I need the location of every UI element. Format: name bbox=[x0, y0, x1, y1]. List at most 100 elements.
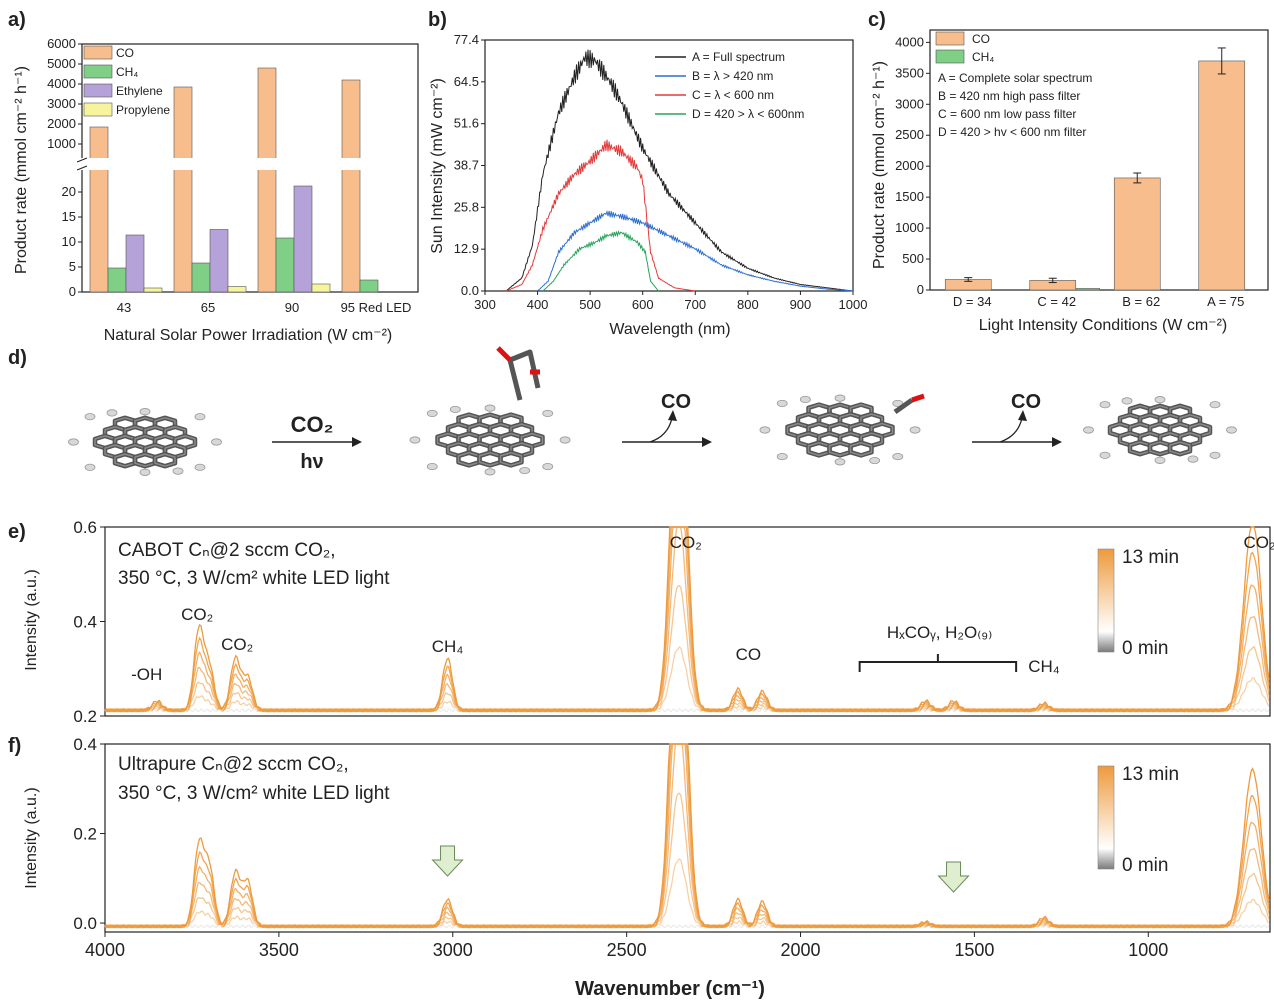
hydrogen-atom bbox=[1099, 401, 1111, 409]
hydrogen-atom bbox=[1154, 396, 1166, 404]
co-release-1: CO bbox=[661, 391, 691, 413]
hydrogen-atom bbox=[484, 404, 496, 412]
hv-label: hν bbox=[300, 451, 323, 473]
hydrogen-atom bbox=[799, 395, 811, 404]
peak-annotation: CH₄ bbox=[1028, 657, 1060, 676]
legend-swatch-CO bbox=[935, 31, 965, 46]
bar-co-43 bbox=[89, 126, 109, 293]
arrowhead-3-icon bbox=[1052, 437, 1062, 447]
panel-e-ytick: 0.2 bbox=[73, 707, 97, 726]
peak-annotation: CO₂ bbox=[1244, 533, 1274, 552]
break-mark bbox=[76, 165, 88, 171]
panel-a-ytick-lower: 10 bbox=[62, 234, 76, 249]
carbon-ring-highlight bbox=[849, 441, 873, 457]
legend-label: C = λ < 600 nm bbox=[692, 88, 774, 102]
reaction-scheme: CO₂ hν CO CO bbox=[68, 346, 1237, 476]
panel-c-ytick: 0 bbox=[917, 282, 924, 297]
hydrogen-atom bbox=[759, 426, 771, 434]
bar-CH₄-43 bbox=[107, 267, 127, 293]
panel-c-ytick: 3500 bbox=[895, 65, 924, 80]
panel-b-xtick: 600 bbox=[632, 297, 654, 312]
panel-b-frame bbox=[484, 39, 854, 292]
panel-a-xlabel: Natural Solar Power Irradiation (W cm⁻²) bbox=[104, 327, 393, 344]
bar-ch4-C = 42 bbox=[1075, 288, 1101, 291]
oxygen-bond bbox=[496, 346, 512, 362]
panel-c-ytick: 1000 bbox=[895, 220, 924, 235]
legend-swatch-Ethylene bbox=[83, 83, 113, 98]
hydrogen-atom bbox=[1226, 426, 1237, 434]
legend-label: Propylene bbox=[116, 103, 170, 117]
hydrogen-atom bbox=[1083, 426, 1094, 434]
panel-f-xtick: 4000 bbox=[85, 940, 125, 960]
panel-c-ytick: 500 bbox=[902, 251, 924, 266]
graphene-flake-4 bbox=[1083, 396, 1237, 464]
hydrogen-atom bbox=[1121, 397, 1133, 405]
region-bracket bbox=[858, 654, 1018, 672]
panel-c-xtick: A = 75 bbox=[1207, 294, 1244, 309]
panel-e-chart: 0.2 0.4 0.6 13 min 0 min -OH CO₂ CO₂ CH₄ CO₂ CO HₓC… bbox=[73, 518, 1274, 726]
carbon-ring-highlight bbox=[499, 451, 523, 467]
hydrogen-atom bbox=[869, 456, 881, 465]
panel-b-xtick: 900 bbox=[790, 297, 812, 312]
panel-f-ytick: 0.4 bbox=[73, 735, 97, 754]
panel-a-xtick: 90 bbox=[285, 300, 299, 315]
panel-c-ytick: 2000 bbox=[895, 158, 924, 173]
panel-a-ylabel: Product rate (mmol cm⁻² h⁻¹) bbox=[13, 66, 30, 274]
panel-b-chart: 300 400 500 600 700 800 900 1000 0.0 12.9 25.8 38.7… bbox=[454, 32, 868, 312]
panel-b-ytick: 64.5 bbox=[454, 74, 479, 89]
legend-swatch-CH₄ bbox=[83, 64, 113, 79]
panel-a-label: a) bbox=[8, 9, 26, 31]
hydrogen-atom bbox=[84, 463, 96, 471]
panel-b-ytick: 77.4 bbox=[454, 32, 479, 47]
hydrogen-atom bbox=[84, 413, 96, 421]
hydrogen-atom bbox=[211, 438, 222, 446]
graphene-flake-2 bbox=[409, 346, 571, 476]
axis-break-gap bbox=[340, 158, 362, 170]
peak-annotation: -OH bbox=[131, 665, 162, 684]
panel-a-ytick-upper: 4000 bbox=[47, 76, 76, 91]
series-line-1 bbox=[537, 209, 854, 292]
carbon-ring-highlight bbox=[1169, 441, 1191, 455]
panel-c-label: c) bbox=[868, 9, 886, 31]
bar-co-65 bbox=[173, 86, 193, 293]
panel-b-xtick: 300 bbox=[474, 297, 496, 312]
hydrogen-atom bbox=[1187, 455, 1199, 463]
panel-b-ytick: 0.0 bbox=[461, 283, 479, 298]
panel-b-xtick: 700 bbox=[684, 297, 706, 312]
axis-break-gap bbox=[172, 158, 194, 170]
hydrogen-atom bbox=[519, 466, 531, 475]
legend-label: CO bbox=[116, 46, 134, 60]
panel-f-ylabel: Intensity (a.u.) bbox=[23, 787, 40, 888]
hydrogen-atom bbox=[139, 408, 151, 416]
bar-co-90 bbox=[257, 67, 277, 293]
axis-break-gap bbox=[256, 158, 278, 170]
hydrogen-atom bbox=[68, 438, 79, 446]
hydrogen-atom bbox=[172, 467, 184, 475]
panel-b-xtick: 400 bbox=[527, 297, 549, 312]
panel-b-ytick: 25.8 bbox=[454, 199, 479, 214]
panel-a-ytick-upper: 6000 bbox=[47, 36, 76, 51]
panel-c-ytick: 4000 bbox=[895, 34, 924, 49]
panel-e-ytick: 0.4 bbox=[73, 613, 97, 632]
panel-f-condition-2: 350 °C, 3 W/cm² white LED light bbox=[118, 783, 390, 804]
bar-co-A = 75 bbox=[1198, 60, 1246, 291]
series-line-3 bbox=[542, 230, 659, 292]
bar-co-95 Red LED bbox=[341, 79, 361, 293]
bar-CH₄-90 bbox=[275, 237, 295, 293]
arrowhead-2-icon bbox=[702, 437, 712, 447]
bar-CH₄-95 Red LED bbox=[359, 279, 379, 293]
series-line-2 bbox=[505, 139, 696, 292]
panel-a-xtick: 43 bbox=[117, 300, 131, 315]
hydrogen-atom bbox=[426, 409, 438, 418]
panel-f-xtick: 2500 bbox=[607, 940, 647, 960]
break-mark bbox=[76, 157, 88, 163]
colorbar-top-label: 13 min bbox=[1122, 547, 1179, 568]
legend-label: D = 420 > λ < 600nm bbox=[692, 107, 804, 121]
panel-c-note: B = 420 nm high pass filter bbox=[938, 89, 1080, 103]
carbonyl-bond bbox=[893, 397, 914, 415]
legend-label: CH₄ bbox=[972, 50, 994, 64]
hydrogen-atom bbox=[834, 458, 846, 466]
bar-Ethylene-65 bbox=[209, 229, 229, 293]
legend-swatch-Propylene bbox=[83, 102, 113, 117]
legend-swatch-CH₄ bbox=[935, 49, 965, 64]
